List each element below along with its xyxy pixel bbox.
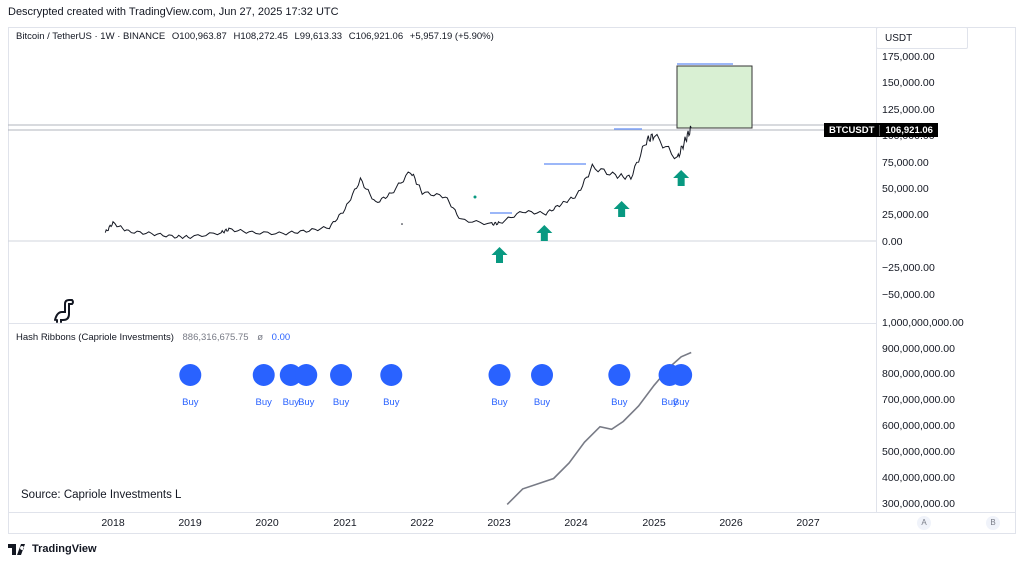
price-series-line[interactable] xyxy=(104,125,692,240)
tradingview-brand[interactable]: TradingView xyxy=(8,543,97,555)
pane-divider[interactable] xyxy=(8,323,876,324)
indicator-legend[interactable]: Hash Ribbons (Capriole Investments) 886,… xyxy=(16,332,290,343)
time-axis-border xyxy=(8,512,1016,513)
ohlc-low: L99,613.33 xyxy=(294,31,343,42)
buy-signal-dot[interactable] xyxy=(330,364,353,386)
time-axis-label: 2020 xyxy=(255,517,279,529)
buy-signal-label: Buy xyxy=(491,397,508,408)
time-axis-label: 2021 xyxy=(333,517,357,529)
ohlc-change: +5,957.19 (+5.90%) xyxy=(409,31,494,42)
buy-signal-dot[interactable] xyxy=(179,364,202,386)
marker-dot xyxy=(473,195,477,199)
tradingview-logo-icon xyxy=(8,543,25,555)
current-price-tag: BTCUSDT 106,921.06 xyxy=(824,123,938,137)
time-axis-label: 2027 xyxy=(796,517,820,529)
buy-signal-dot[interactable] xyxy=(608,364,631,386)
price-axis-label: 75,000.00 xyxy=(882,157,929,169)
price-axis-label: 175,000.00 xyxy=(882,51,935,63)
price-axis-label: 25,000.00 xyxy=(882,209,929,221)
indicator-axis-label: 500,000,000.00 xyxy=(882,446,955,458)
buy-signal-label: Buy xyxy=(383,397,400,408)
scale-button-b[interactable]: B xyxy=(986,516,1000,530)
ohlc-close: C106,921.06 xyxy=(348,31,404,42)
price-tag-ticker: BTCUSDT xyxy=(829,124,875,136)
price-tag-value: 106,921.06 xyxy=(879,124,938,136)
source-note: Source: Capriole Investments L xyxy=(21,489,182,501)
price-axis-border xyxy=(876,27,877,513)
target-box[interactable] xyxy=(676,65,753,129)
chart-frame xyxy=(8,27,1016,534)
price-axis-label: −25,000.00 xyxy=(882,262,935,274)
price-axis-label: 125,000.00 xyxy=(882,104,935,116)
buy-signal-label: Buy xyxy=(533,397,551,408)
buy-signal-dot[interactable] xyxy=(670,364,693,386)
buy-signal-label: Buy xyxy=(182,397,199,408)
buy-arrows xyxy=(491,170,690,263)
indicator-axis-label: 800,000,000.00 xyxy=(882,368,955,380)
symbol-legend: Bitcoin / TetherUS · 1W · BINANCE O100,9… xyxy=(16,31,498,42)
buy-signal-label: Buy xyxy=(672,397,690,408)
buy-signal-label: Buy xyxy=(298,397,315,408)
buy-signal-dot[interactable] xyxy=(531,364,554,386)
buy-arrow-icon xyxy=(613,201,630,217)
indicator-value-symbol: ø xyxy=(257,332,264,343)
symbol-name[interactable]: Bitcoin / TetherUS · 1W · BINANCE xyxy=(16,31,166,42)
buy-arrow-icon xyxy=(673,170,690,186)
time-axis-label: 2026 xyxy=(719,517,743,529)
buy-signal-dot[interactable] xyxy=(252,364,275,386)
price-axis-label: −50,000.00 xyxy=(882,289,935,301)
time-axis-label: 2023 xyxy=(487,517,511,529)
marker-dot xyxy=(401,223,403,225)
indicator-axis-label: 1,000,000,000.00 xyxy=(882,317,964,329)
ohlc-high: H108,272.45 xyxy=(233,31,288,42)
buy-signal-label: Buy xyxy=(255,397,272,408)
price-axis-label: 0.00 xyxy=(882,236,903,248)
time-axis-label: 2019 xyxy=(178,517,202,529)
indicator-name[interactable]: Hash Ribbons (Capriole Investments) xyxy=(16,332,174,343)
time-axis-label: 2025 xyxy=(642,517,666,529)
buy-signal-dot[interactable] xyxy=(380,364,403,386)
buy-signal-label: Buy xyxy=(282,397,299,408)
buy-signal-dots xyxy=(179,364,693,386)
time-axis-label: 2018 xyxy=(101,517,125,529)
watermark-header: Descrypted created with TradingView.com,… xyxy=(8,6,339,18)
ohlc-open: O100,963.87 xyxy=(171,31,227,42)
buy-arrow-icon xyxy=(491,247,508,263)
buy-signal-label: Buy xyxy=(661,397,678,408)
indicator-value-zero: 0.00 xyxy=(271,332,291,343)
buy-signal-dot[interactable] xyxy=(488,364,511,386)
price-axis-label: 150,000.00 xyxy=(882,77,935,89)
dino-logo-icon xyxy=(54,299,74,323)
buy-signal-label: Buy xyxy=(611,397,628,408)
indicator-axis-label: 400,000,000.00 xyxy=(882,472,955,484)
buy-signal-dot[interactable] xyxy=(279,364,302,386)
indicator-axis-label: 900,000,000.00 xyxy=(882,343,955,355)
indicator-axis-label: 700,000,000.00 xyxy=(882,394,955,406)
price-axis-label: 50,000.00 xyxy=(882,183,929,195)
scale-button-a[interactable]: A xyxy=(917,516,931,530)
time-axis-label: 2022 xyxy=(410,517,434,529)
brand-name: TradingView xyxy=(32,543,97,555)
buy-signal-label: Buy xyxy=(332,397,350,408)
indicator-axis-label: 600,000,000.00 xyxy=(882,420,955,432)
time-axis-label: 2024 xyxy=(564,517,588,529)
indicator-value: 886,316,675.75 xyxy=(182,332,249,343)
buy-signal-dot[interactable] xyxy=(295,364,318,386)
buy-arrow-icon xyxy=(536,225,553,241)
indicator-axis-label: 300,000,000.00 xyxy=(882,498,955,510)
